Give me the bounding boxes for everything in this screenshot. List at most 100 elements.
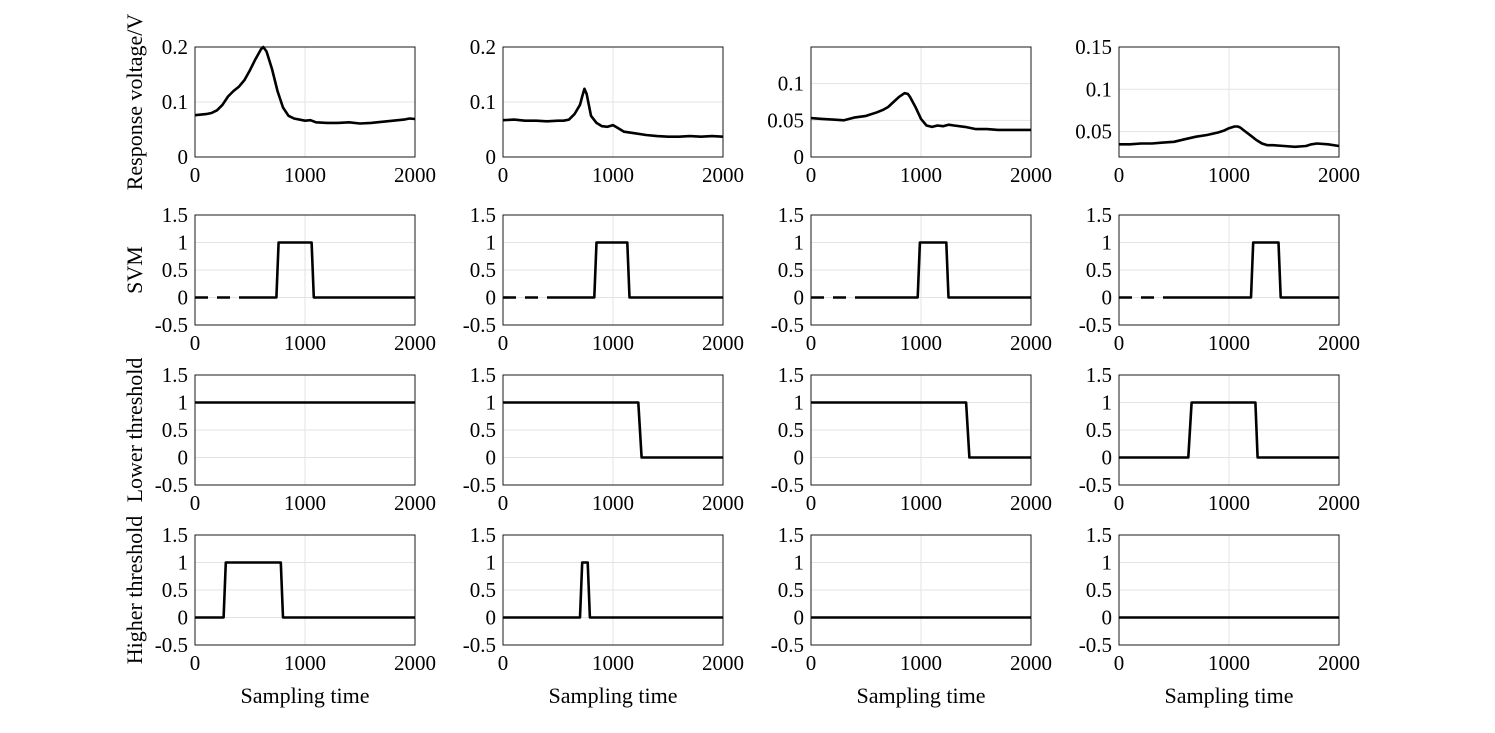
x-tick-label: 1000 <box>592 163 634 187</box>
x-tick-label: 1000 <box>1208 491 1250 515</box>
x-axis-label: Sampling time <box>1165 683 1294 708</box>
y-tick-label: 0 <box>1102 286 1113 310</box>
y-axis-label: SVM <box>122 246 147 294</box>
axes-frame <box>194 534 416 646</box>
x-tick-label: 0 <box>498 491 509 515</box>
y-tick-label: 0 <box>178 446 189 470</box>
y-tick-label: 1.5 <box>1086 363 1112 387</box>
x-axis-label: Sampling time <box>549 683 678 708</box>
x-tick-label: 0 <box>806 163 817 187</box>
y-tick-label: 1 <box>794 391 805 415</box>
y-tick-label: 0.5 <box>1086 578 1112 602</box>
axes-frame <box>502 534 724 646</box>
y-tick-label: 0 <box>486 606 497 630</box>
x-tick-label: 0 <box>498 163 509 187</box>
y-tick-label: -0.5 <box>771 633 804 657</box>
y-tick-label: -0.5 <box>771 313 804 337</box>
x-tick-label: 0 <box>1114 651 1125 675</box>
x-tick-label: 2000 <box>394 163 436 187</box>
y-axis-label: Lower threshold <box>122 358 147 503</box>
panel-r2-c3: 0 1000 2000-0.500.511.5 <box>771 203 1052 355</box>
x-tick-label: 0 <box>190 651 201 675</box>
x-tick-label: 0 <box>1114 163 1125 187</box>
panel-r3-c2: 0 1000 2000-0.500.511.5 <box>463 363 744 515</box>
y-tick-label: -0.5 <box>1079 313 1112 337</box>
axes-frame <box>1118 46 1340 158</box>
y-tick-label: 1.5 <box>470 203 496 227</box>
y-tick-label: 1 <box>486 551 497 575</box>
y-tick-label: 0.5 <box>778 418 804 442</box>
axes-frame <box>1118 534 1340 646</box>
axes-frame <box>810 214 1032 326</box>
series-line-response <box>194 45 416 125</box>
series-line-svm <box>558 241 723 299</box>
y-tick-label: 0 <box>178 145 189 169</box>
y-tick-label: 1 <box>794 551 805 575</box>
x-tick-label: 2000 <box>1318 163 1360 187</box>
x-tick-label: 1000 <box>592 651 634 675</box>
y-tick-label: 1.5 <box>162 363 188 387</box>
axes-frame <box>810 46 1032 158</box>
x-tick-label: 1000 <box>592 331 634 355</box>
panel-r3-c3: 0 1000 2000-0.500.511.5 <box>771 363 1052 515</box>
x-tick-label: 2000 <box>1010 163 1052 187</box>
y-tick-label: 0.5 <box>162 258 188 282</box>
y-tick-label: -0.5 <box>155 313 188 337</box>
y-tick-label: -0.5 <box>463 473 496 497</box>
axes-frame <box>194 214 416 326</box>
y-tick-label: 0.1 <box>162 90 188 114</box>
x-tick-label: 1000 <box>284 491 326 515</box>
x-tick-label: 2000 <box>394 651 436 675</box>
y-tick-label: -0.5 <box>155 473 188 497</box>
x-tick-label: 2000 <box>394 331 436 355</box>
y-tick-label: -0.5 <box>771 473 804 497</box>
series-line-lower <box>503 401 723 459</box>
y-tick-label: -0.5 <box>155 633 188 657</box>
y-tick-label: 0 <box>794 606 805 630</box>
x-tick-label: 0 <box>498 331 509 355</box>
y-tick-label: 0 <box>794 145 805 169</box>
x-tick-label: 1000 <box>284 331 326 355</box>
y-tick-label: 1 <box>1102 551 1113 575</box>
axes-frame <box>194 374 416 486</box>
y-tick-label: 0 <box>794 446 805 470</box>
axes-frame <box>502 46 724 158</box>
axes-frame <box>502 214 724 326</box>
x-tick-label: 0 <box>498 651 509 675</box>
panel-r1-c4: 0 1000 2000 0.05 0.1 0.15 <box>1075 35 1360 187</box>
series-line-svm <box>250 241 415 299</box>
y-tick-label: 1 <box>1102 231 1113 255</box>
panel-r1-c1: 0 1000 2000 0 0.1 0.2 Response voltage/V <box>122 14 436 191</box>
y-tick-label: 0 <box>1102 446 1113 470</box>
x-tick-label: 1000 <box>284 651 326 675</box>
y-tick-label: 0.1 <box>470 90 496 114</box>
y-tick-label: -0.5 <box>463 313 496 337</box>
axes-frame <box>194 46 416 158</box>
y-tick-label: 0.2 <box>162 35 188 59</box>
y-tick-label: 1.5 <box>1086 523 1112 547</box>
x-tick-label: 0 <box>1114 491 1125 515</box>
y-tick-label: 0 <box>486 286 497 310</box>
y-tick-label: 1 <box>486 231 497 255</box>
x-tick-label: 1000 <box>592 491 634 515</box>
y-tick-label: 0.1 <box>1086 77 1112 101</box>
x-tick-label: 1000 <box>900 491 942 515</box>
axes-frame <box>810 534 1032 646</box>
y-tick-label: -0.5 <box>1079 473 1112 497</box>
y-tick-label: 0.15 <box>1075 35 1112 59</box>
y-axis-label: Response voltage/V <box>122 14 147 191</box>
y-tick-label: -0.5 <box>463 633 496 657</box>
panel-r1-c2: 0 1000 2000 0 0.1 0.2 <box>470 35 744 187</box>
y-tick-label: 0.2 <box>470 35 496 59</box>
y-tick-label: 1.5 <box>162 203 188 227</box>
y-tick-label: 0.5 <box>470 578 496 602</box>
x-tick-label: 2000 <box>702 163 744 187</box>
x-tick-label: 1000 <box>900 331 942 355</box>
y-tick-label: 1 <box>794 231 805 255</box>
x-tick-label: 2000 <box>1318 651 1360 675</box>
y-tick-label: 0.5 <box>470 418 496 442</box>
x-tick-label: 0 <box>1114 331 1125 355</box>
